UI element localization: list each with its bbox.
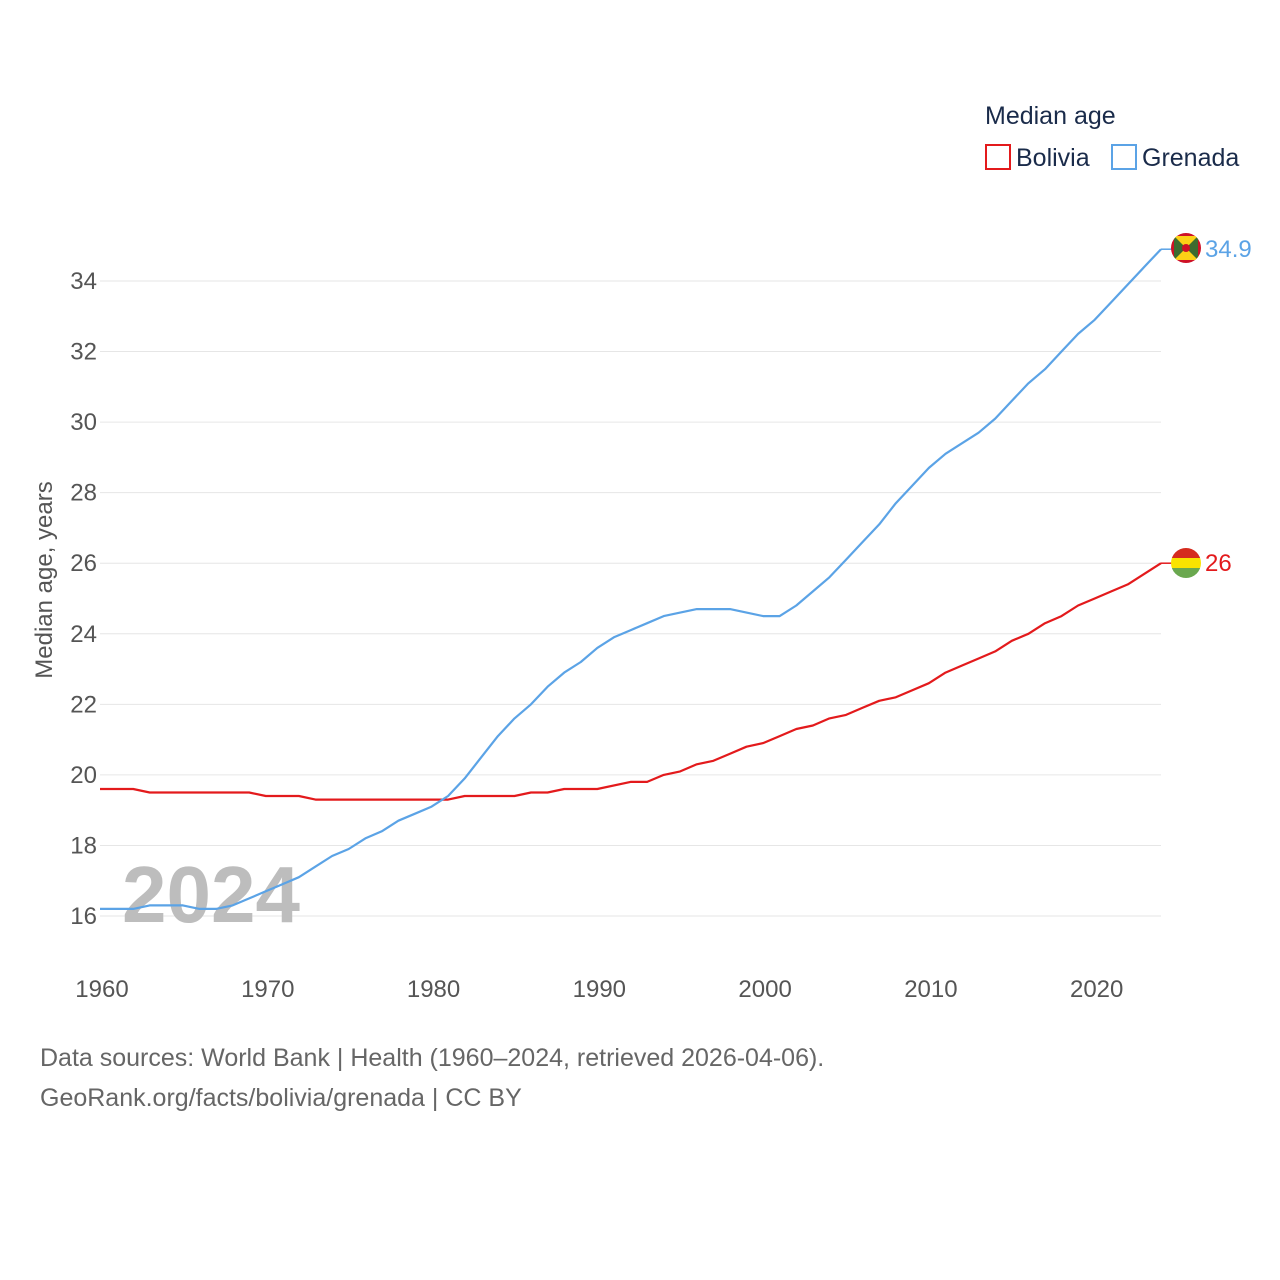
- x-tick-label: 2010: [904, 976, 957, 1003]
- y-axis: 16 18 20 22 24 26 28 30 32 34: [70, 268, 97, 930]
- y-tick-label: 30: [70, 409, 97, 436]
- y-tick-label: 16: [70, 903, 97, 930]
- y-tick-label: 20: [70, 762, 97, 789]
- y-tick-label: 26: [70, 550, 97, 577]
- y-tick-label: 28: [70, 480, 97, 507]
- bolivia-flag: [1171, 548, 1201, 578]
- y-tick-label: 34: [70, 268, 97, 295]
- x-tick-label: 1990: [573, 976, 626, 1003]
- y-tick-label: 32: [70, 339, 97, 366]
- end-label-grenada: 34.9: [1205, 236, 1252, 263]
- y-tick-label: 18: [70, 832, 97, 859]
- x-tick-label: 1970: [241, 976, 294, 1003]
- legend-title: Median age: [985, 102, 1116, 130]
- gridlines: [100, 280, 1161, 917]
- year-watermark: 2024: [122, 850, 300, 939]
- legend-label-bolivia[interactable]: Bolivia: [1016, 144, 1090, 172]
- grenada-flag: [1171, 233, 1201, 263]
- legend-swatch-grenada[interactable]: [1111, 144, 1137, 170]
- y-tick-label: 22: [70, 691, 97, 718]
- x-axis: 1960 1970 1980 1990 2000 2010 2020: [75, 976, 1123, 1003]
- source-line: Data sources: World Bank | Health (1960–…: [40, 1044, 825, 1072]
- y-axis-title: Median age, years: [31, 481, 58, 678]
- series-line-grenada[interactable]: [100, 248, 1162, 910]
- x-tick-label: 1960: [75, 976, 128, 1003]
- x-tick-label: 2000: [738, 976, 791, 1003]
- legend-label-grenada[interactable]: Grenada: [1142, 144, 1239, 172]
- x-tick-label: 2020: [1070, 976, 1123, 1003]
- series-group: 26 34.9: [100, 236, 1252, 910]
- end-label-bolivia: 26: [1205, 550, 1232, 577]
- y-tick-label: 24: [70, 621, 97, 648]
- source-link[interactable]: GeoRank.org/facts/bolivia/grenada | CC B…: [40, 1084, 522, 1112]
- legend: Median age Bolivia Grenada: [985, 102, 1239, 172]
- x-tick-label: 1980: [407, 976, 460, 1003]
- series-line-bolivia[interactable]: [100, 562, 1162, 801]
- legend-swatch-bolivia[interactable]: [985, 144, 1011, 170]
